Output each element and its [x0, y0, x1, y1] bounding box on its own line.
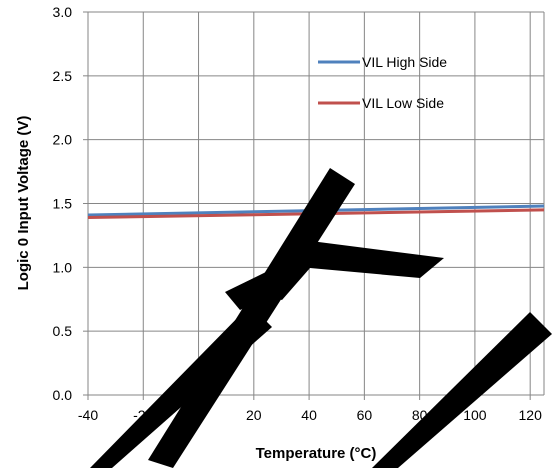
y-tick-label: 2.0	[53, 132, 73, 148]
y-axis-title: Logic 0 Input Voltage (V)	[15, 116, 32, 291]
x-tick-label: 120	[519, 407, 543, 423]
y-tick-label: 1.0	[53, 259, 73, 275]
x-tick-label: 60	[357, 407, 373, 423]
x-tick-label: -40	[78, 407, 98, 423]
y-tick-label: 3.0	[53, 4, 73, 20]
y-tick-label: 1.5	[53, 196, 73, 212]
legend-label: VIL High Side	[362, 54, 447, 70]
legend-label: VIL Low Side	[362, 95, 444, 111]
y-tick-labels: 0.0 0.5 1.0 1.5 2.0 2.5 3.0	[53, 4, 73, 403]
x-tick-label: 20	[246, 407, 262, 423]
watermark-shape	[90, 168, 552, 468]
y-tick-label: 0.5	[53, 323, 73, 339]
y-tick-label: 0.0	[53, 387, 73, 403]
x-tick-label: 100	[463, 407, 487, 423]
y-tick-label: 2.5	[53, 68, 73, 84]
x-axis-title: Temperature (°C)	[256, 445, 377, 462]
legend: VIL High Side VIL Low Side	[318, 54, 447, 111]
x-tick-label: 40	[301, 407, 317, 423]
